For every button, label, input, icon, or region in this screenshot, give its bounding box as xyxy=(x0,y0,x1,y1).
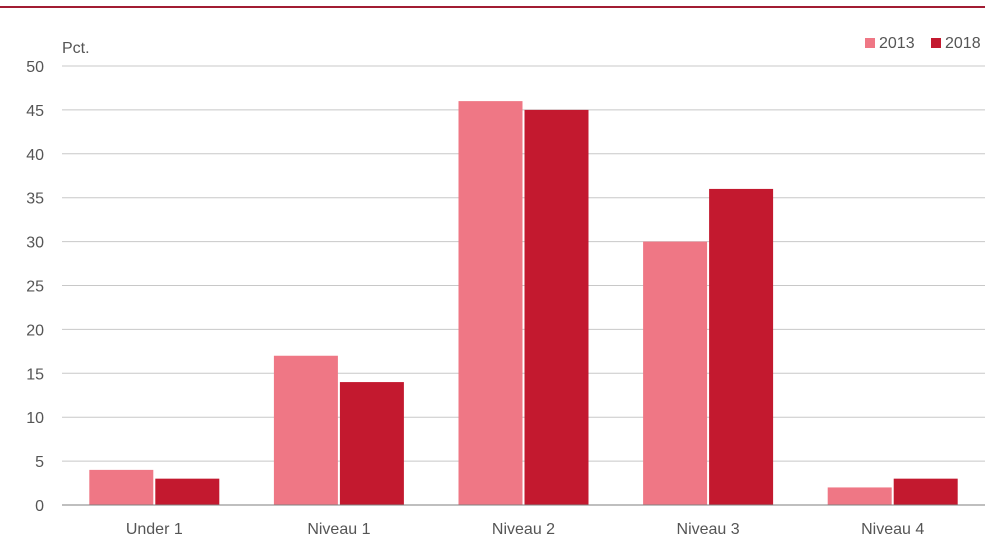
bar-2018-under-1 xyxy=(155,478,220,505)
x-category-label: Niveau 2 xyxy=(492,521,555,538)
bar-2013-niveau-2 xyxy=(458,101,523,506)
legend-swatch-2018 xyxy=(931,38,941,48)
y-tick-label: 5 xyxy=(35,454,44,471)
top-rule xyxy=(0,6,985,8)
x-category-label: Niveau 1 xyxy=(307,521,370,538)
y-tick-label: 10 xyxy=(26,410,44,427)
y-tick-label: 50 xyxy=(26,59,44,76)
y-tick-label: 15 xyxy=(26,366,44,383)
legend-label: 2018 xyxy=(945,35,981,52)
x-category-label: Niveau 4 xyxy=(861,521,924,538)
y-tick-label: 30 xyxy=(26,235,44,252)
bar-2018-niveau-2 xyxy=(524,109,589,506)
bar-2013-niveau-3 xyxy=(643,241,708,505)
bar-2013-niveau-4 xyxy=(827,487,892,505)
bar-2018-niveau-1 xyxy=(339,382,404,505)
bar-2018-niveau-4 xyxy=(893,478,958,505)
y-tick-label: 0 xyxy=(35,498,44,515)
bar-2013-niveau-1 xyxy=(273,355,338,505)
bar-2018-niveau-3 xyxy=(709,188,774,506)
legend-label: 2013 xyxy=(879,35,915,52)
y-tick-label: 20 xyxy=(26,322,44,339)
y-axis-ticks: 0 5 10 15 20 25 30 35 40 45 50 xyxy=(26,59,44,515)
legend-swatch-2013 xyxy=(865,38,875,48)
x-category-label: Under 1 xyxy=(126,521,183,538)
bars xyxy=(89,101,958,506)
y-tick-label: 40 xyxy=(26,147,44,164)
y-tick-label: 45 xyxy=(26,103,44,120)
gridlines xyxy=(62,65,985,462)
bar-2013-under-1 xyxy=(89,469,154,505)
legend: 2013 2018 xyxy=(865,35,981,52)
y-tick-label: 25 xyxy=(26,279,44,296)
y-axis-unit-label: Pct. xyxy=(62,40,90,57)
x-category-label: Niveau 3 xyxy=(677,521,740,538)
y-tick-label: 35 xyxy=(26,191,44,208)
x-axis-labels: Under 1 Niveau 1 Niveau 2 Niveau 3 Niveau 4 xyxy=(126,521,925,538)
